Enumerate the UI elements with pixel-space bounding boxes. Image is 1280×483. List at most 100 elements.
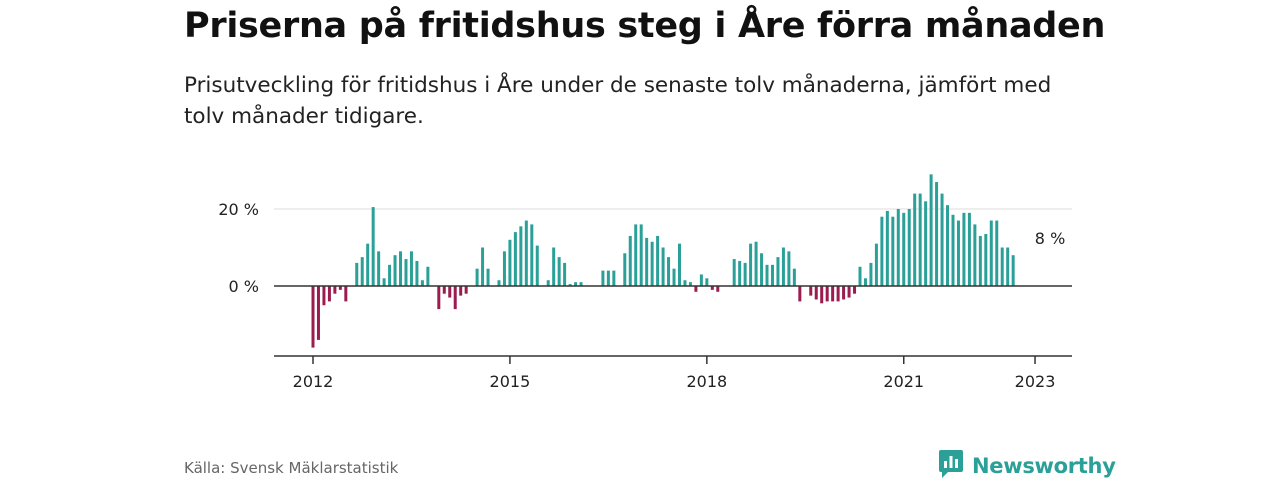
newsworthy-logo[interactable]: Newsworthy (938, 449, 1116, 483)
bar (710, 286, 714, 290)
bar (760, 253, 764, 286)
bar (847, 286, 851, 298)
bar (956, 220, 960, 286)
bar (798, 286, 802, 302)
bar (661, 247, 665, 286)
bar (316, 286, 320, 340)
bar (913, 193, 917, 286)
bar (754, 241, 758, 286)
bar (836, 286, 840, 302)
bar (1006, 247, 1010, 286)
bar (984, 234, 988, 286)
bar (453, 286, 457, 310)
bar (645, 237, 649, 286)
bar (896, 209, 900, 286)
bar (497, 280, 501, 286)
bar (327, 286, 331, 302)
bar (459, 286, 463, 296)
bar (634, 224, 638, 286)
x-tick-label: 2023 (1015, 372, 1056, 391)
bar (863, 278, 867, 286)
bar (612, 270, 616, 286)
bar (388, 264, 392, 286)
bar (699, 274, 703, 286)
bar (962, 212, 966, 286)
bar (825, 286, 829, 302)
bar (978, 235, 982, 286)
bar (973, 224, 977, 286)
bar (907, 209, 911, 286)
bar (902, 212, 906, 286)
bar (885, 210, 889, 286)
bar (399, 251, 403, 286)
bar (486, 268, 490, 286)
bar (333, 286, 337, 294)
x-tick-label: 2015 (490, 372, 531, 391)
bar (322, 286, 326, 306)
bar (475, 268, 479, 286)
bar (650, 241, 654, 286)
bar (995, 220, 999, 286)
bar (546, 280, 550, 286)
bar (568, 284, 572, 286)
bar (656, 235, 660, 286)
bar (743, 262, 747, 286)
bar (338, 286, 342, 290)
bar (874, 243, 878, 286)
bar (967, 212, 971, 286)
bar (672, 268, 676, 286)
bar (420, 280, 424, 286)
bar (464, 286, 468, 294)
bar (858, 266, 862, 286)
bar (989, 220, 993, 286)
bar (519, 226, 523, 286)
bar (579, 282, 583, 286)
bar (749, 243, 753, 286)
bar (853, 286, 857, 294)
bar (563, 262, 567, 286)
bar (448, 286, 452, 298)
bar (639, 224, 643, 286)
bar (880, 216, 884, 286)
bar (831, 286, 835, 302)
bar (426, 266, 430, 286)
bar (792, 268, 796, 286)
bar (781, 247, 785, 286)
bar (940, 193, 944, 286)
bar (535, 245, 539, 286)
bar (765, 264, 769, 286)
bar (869, 262, 873, 286)
bar (891, 216, 895, 286)
newsworthy-logo-icon (938, 449, 964, 483)
bar (393, 255, 397, 286)
bar (557, 257, 561, 286)
chart-subtitle: Prisutveckling för fritidshus i Åre unde… (184, 73, 1052, 129)
bar (705, 278, 709, 286)
bar (530, 224, 534, 286)
bar (508, 239, 512, 286)
bar (442, 286, 446, 294)
y-tick-label: 20 % (218, 200, 259, 219)
bar (946, 205, 950, 286)
bar (382, 278, 386, 286)
bar (842, 286, 846, 300)
bar (377, 251, 381, 286)
bar (371, 207, 375, 286)
bar (694, 286, 698, 292)
bar (677, 243, 681, 286)
bar (404, 259, 408, 286)
bar (524, 220, 528, 286)
bar (552, 247, 556, 286)
bar (574, 282, 578, 286)
x-tick-label: 2012 (293, 372, 334, 391)
bar (716, 286, 720, 292)
y-tick-label: 0 % (229, 277, 259, 296)
bar (667, 257, 671, 286)
bar (513, 232, 517, 286)
bar (924, 201, 928, 286)
bar (606, 270, 610, 286)
bar (360, 257, 364, 286)
source-note: Källa: Svensk Mäklarstatistik (184, 459, 399, 477)
bar (344, 286, 348, 302)
x-tick-label: 2021 (883, 372, 924, 391)
